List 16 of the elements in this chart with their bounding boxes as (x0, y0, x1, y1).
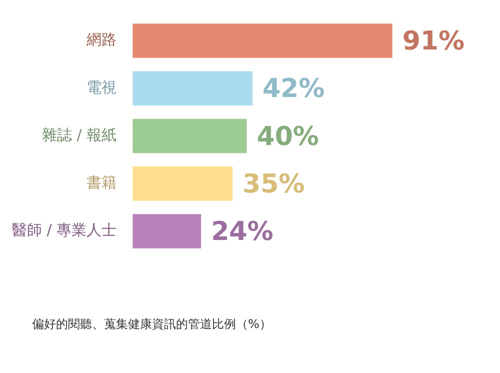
bar (132, 24, 392, 58)
y-tick-label: 網路 (86, 30, 117, 49)
bar (132, 71, 252, 106)
data-label: 35% (242, 169, 305, 200)
bar (132, 118, 247, 154)
y-tick-label: 醫師 / 專業人士 (12, 221, 117, 240)
y-tick-label: 書籍 (86, 173, 117, 192)
data-label: 42% (262, 74, 325, 104)
y-tick-label: 雜誌 / 報紙 (42, 126, 117, 144)
bar (132, 166, 232, 201)
text: 偏好的閱聽、蒐集健康資訊的管道比例（%） (32, 316, 272, 333)
y-tick-label: 電視 (86, 78, 117, 96)
bar (132, 214, 202, 248)
data-label: 24% (211, 216, 274, 247)
data-label: 40% (256, 122, 319, 152)
data-label: 91% (402, 26, 465, 57)
